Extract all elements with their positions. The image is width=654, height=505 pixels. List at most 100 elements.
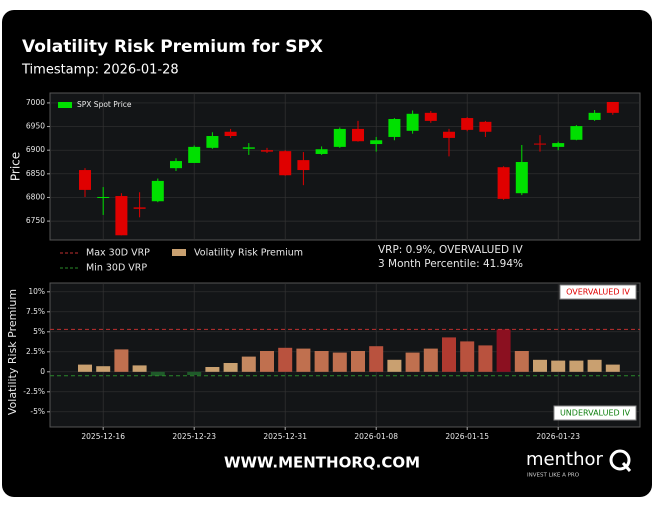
y-tick-label: 5% (33, 327, 45, 336)
y-tick-label: 6850 (26, 169, 45, 178)
bar (423, 348, 438, 372)
candle-body (279, 151, 292, 176)
bar (241, 356, 256, 372)
candle-body (297, 160, 310, 171)
bar (260, 351, 274, 372)
x-tick-label: 2026-01-08 (354, 432, 398, 441)
bar (369, 346, 384, 372)
title: Volatility Risk Premium for SPX (22, 37, 323, 57)
candle-body (406, 113, 419, 131)
bar (387, 359, 402, 372)
y-tick-label: 2.5% (26, 347, 45, 356)
zone-label: UNDERVALUED IV (560, 409, 631, 418)
y-tick-label: 6950 (26, 122, 45, 131)
bar (223, 363, 238, 372)
legend-swatch (58, 102, 72, 108)
candle-body (333, 128, 346, 147)
bar (150, 371, 165, 376)
candle-body (388, 118, 401, 137)
bar (551, 360, 566, 372)
bar (587, 359, 602, 372)
bar (405, 352, 420, 372)
x-tick-label: 2025-12-23 (172, 432, 216, 441)
legend-label: Max 30D VRP (86, 248, 150, 259)
y-tick-label: 0 (40, 367, 45, 376)
candle-body (606, 101, 619, 113)
bar (460, 341, 475, 372)
candle-body (151, 180, 164, 202)
bar (296, 348, 311, 372)
bar (514, 351, 529, 372)
candle-body (242, 147, 255, 149)
candle-body (224, 131, 237, 137)
candle-body (570, 126, 583, 140)
candle-body (479, 121, 492, 132)
candle-body (97, 196, 110, 198)
bar (314, 351, 329, 372)
bar (114, 349, 129, 372)
bar (96, 366, 111, 372)
legend-label: Volatility Risk Premium (194, 248, 303, 259)
brand-logo-tail (621, 462, 632, 472)
y-tick-label: 7000 (26, 98, 45, 107)
y-axis-label: Price (9, 152, 23, 181)
y-tick-label: 10% (28, 287, 45, 296)
annotation: VRP: 0.9%, OVERVALUED IV (378, 244, 524, 256)
x-tick-label: 2026-01-15 (445, 432, 489, 441)
candle-body (206, 136, 219, 148)
candle-body (461, 118, 474, 130)
candle-body (79, 170, 91, 190)
y-tick-label: 7.5% (26, 307, 45, 316)
candle-body (588, 112, 601, 120)
candle-body (352, 128, 364, 142)
candle-body (133, 207, 146, 209)
bar (478, 345, 493, 372)
legend-label: Min 30D VRP (86, 263, 147, 274)
candle-body (170, 161, 182, 169)
candle-body (370, 140, 383, 145)
candle-body (424, 112, 437, 121)
bar (605, 364, 620, 372)
bar (78, 364, 92, 372)
bar (569, 360, 584, 372)
candle-body (115, 196, 128, 236)
x-tick-label: 2026-01-23 (536, 432, 580, 441)
subtitle: Timestamp: 2026-01-28 (21, 63, 179, 78)
footer: WWW.MENTHORQ.COM (224, 454, 420, 472)
zone-box (553, 405, 637, 421)
y-tick-label: 6800 (26, 192, 45, 201)
candle-body (552, 143, 565, 147)
x-tick-label: 2025-12-16 (81, 432, 125, 441)
candle-body (188, 146, 201, 163)
bar (205, 367, 220, 372)
candle-body (534, 143, 546, 145)
bar (332, 352, 347, 372)
y-tick-label: 6900 (26, 145, 45, 154)
bar (278, 347, 293, 372)
y-tick-label: -2.5% (23, 387, 45, 396)
zone-label: OVERVALUED IV (566, 288, 630, 297)
brand-name: menthor (526, 449, 603, 470)
candle-body (515, 162, 528, 194)
y-tick-label: 6750 (26, 216, 45, 225)
zone-box (559, 284, 637, 300)
legend-swatch (172, 249, 186, 256)
legend-label: SPX Spot Price (77, 100, 132, 109)
candle-body (261, 150, 273, 152)
bar (351, 351, 365, 372)
y-axis-label: Volatility Risk Premium (6, 289, 19, 415)
y-tick-label: -5% (30, 407, 45, 416)
brand-tagline: INVEST LIKE A PRO (527, 473, 580, 479)
bar (496, 329, 511, 372)
candle-body (497, 167, 510, 199)
annotation: 3 Month Percentile: 41.94% (378, 258, 523, 270)
bar (132, 365, 147, 372)
bar (187, 371, 202, 375)
candle-body (315, 149, 328, 154)
bar (442, 337, 456, 372)
plot-area-top (49, 92, 641, 241)
x-tick-label: 2025-12-31 (263, 432, 307, 441)
brand-logo (609, 449, 631, 471)
bar (533, 359, 547, 372)
